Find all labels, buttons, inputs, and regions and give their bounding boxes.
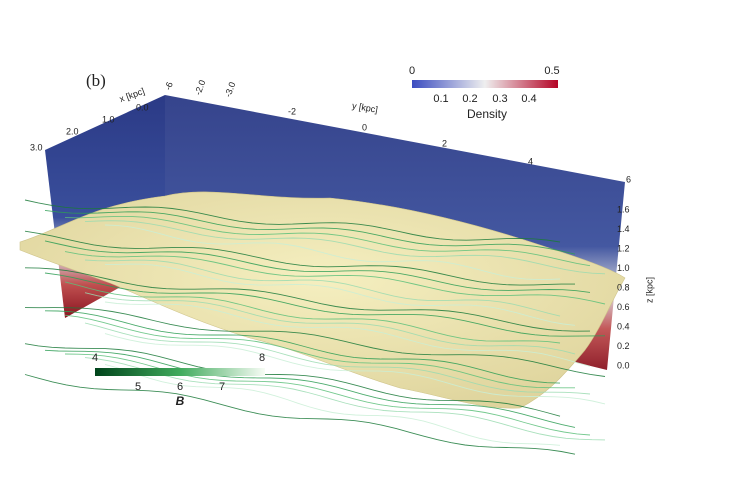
field-line [104,263,576,326]
colorbar [412,80,558,88]
colorbar-tick: 5 [135,381,141,393]
b-colorbar: 4 8 5 6 7 B [92,352,265,408]
field-line [44,209,576,255]
field-line [64,215,591,267]
field-line [24,267,591,332]
field-line [64,353,591,436]
field-line [44,310,561,384]
z-tick: 0.8 [617,282,630,292]
colorbar-tick: 0.3 [492,93,507,105]
colorbar-tick: 7 [219,381,225,393]
colorbar-tick: 6 [177,381,183,393]
colorbar-tick: 0.4 [521,93,536,105]
z-tick: 1.0 [617,263,630,273]
colorbar-end: 4 [92,352,98,364]
colorbar-title: Density [467,107,507,121]
field-line [84,292,576,355]
colorbar-end: 8 [259,352,265,364]
z-axis-label: z [kpc] [644,277,654,303]
field-line [24,374,576,455]
z-tick: 0.2 [617,341,630,351]
field-line [84,259,561,317]
z-tick: 0.6 [617,302,630,312]
field-line [44,349,576,428]
x-tick: 2.0 [66,126,79,136]
y-tick: 2 [442,138,447,148]
field-line [104,333,606,405]
field-line [64,251,606,305]
field-line [84,357,606,441]
field-line [44,272,606,337]
colorbar [95,368,265,376]
field-line [84,322,591,395]
colorbar-end: 0.5 [544,65,559,77]
x-tick: 0.0 [136,102,149,112]
z-tick: 1.6 [617,204,630,214]
field-line [64,281,561,344]
x-tick: 1.0 [102,114,115,124]
x-axis-label: x [kpc] [118,86,146,104]
colorbar-tick: 0.1 [433,93,448,105]
field-line [24,307,606,377]
colorbar-end: 0 [409,65,415,77]
z-tick: 0.0 [617,360,630,370]
y-axis-label: y [kpc] [351,100,378,114]
x-tick: -3.0 [223,80,238,98]
panel-label: (b) [86,71,106,90]
field-line [84,220,606,275]
field-line [104,363,561,446]
z-tick: 1.4 [617,224,630,234]
density-surface [19,191,626,409]
x-tick: 3.0 [30,142,43,152]
field-line [64,314,575,389]
field-line [24,230,575,286]
field-lines [24,199,606,455]
z-tick: 0.4 [617,321,630,331]
density-colorbar: 0 0.5 0.1 0.2 0.3 0.4 Density [409,65,560,121]
y-tick: 0 [362,122,367,132]
y-tick: 4 [528,156,533,166]
field-line [24,199,561,243]
field-line [24,343,561,417]
colorbar-tick: 0.2 [462,93,477,105]
x-tick: -2.0 [193,78,208,96]
y-tick: 6 [626,174,631,184]
y-tick: -2 [288,106,296,116]
field-line [104,224,561,281]
field-line [44,240,591,293]
x-tick: -6 [163,81,175,92]
z-tick: 1.2 [617,243,630,253]
colorbar-title: B [176,394,185,408]
field-line [104,301,591,367]
